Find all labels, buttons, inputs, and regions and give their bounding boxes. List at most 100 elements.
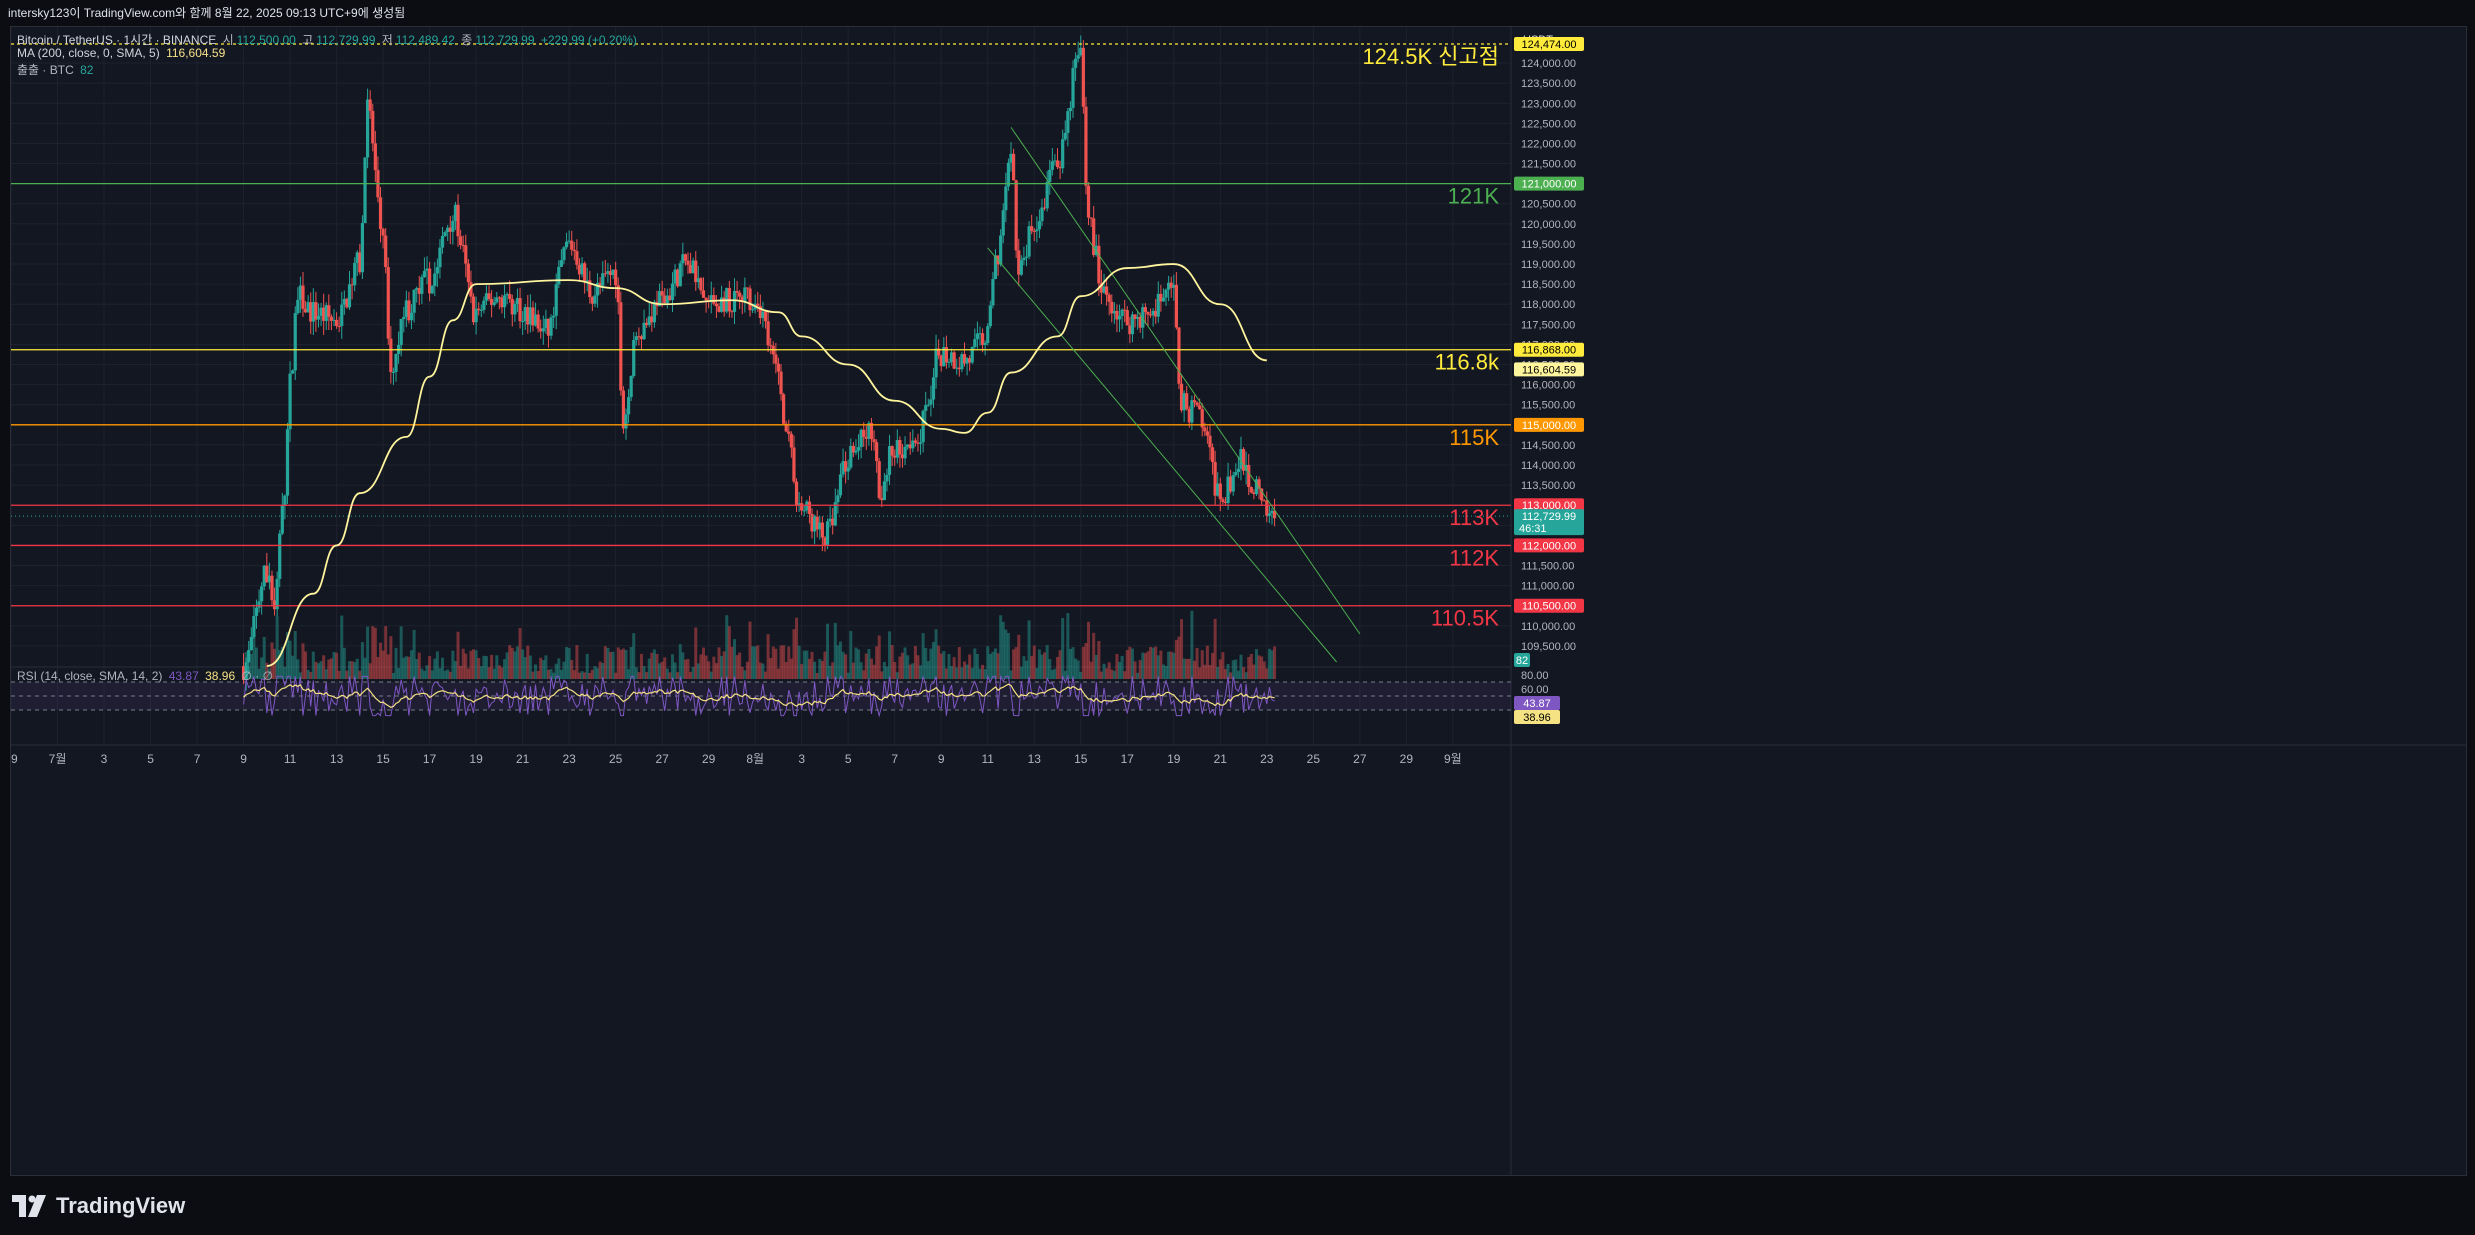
candle-body (854, 450, 858, 453)
time-tick: 29 (11, 752, 18, 766)
volume-bar (539, 657, 543, 679)
level-tag-text: 124,474.00 (1521, 39, 1576, 51)
candle-body (373, 143, 377, 171)
volume-bar (727, 626, 731, 679)
candle-body (601, 273, 605, 286)
candle-body (875, 442, 879, 462)
candle-body (241, 666, 246, 681)
tradingview-logo[interactable]: TradingView (12, 1190, 185, 1222)
rsi-value-tag-text: 43.87 (1523, 698, 1551, 710)
volume-bar (376, 657, 380, 679)
candle-body (722, 297, 726, 312)
volume-bar (417, 652, 421, 679)
volume-bar (1257, 655, 1261, 679)
candle-body (399, 319, 403, 345)
volume-bar (262, 636, 266, 679)
volume-bar (254, 647, 258, 679)
candle-body (446, 227, 450, 233)
candle-body (756, 303, 760, 307)
candle-body (823, 537, 827, 546)
price-tick: 122,500.00 (1521, 118, 1576, 130)
volume-bar (867, 648, 871, 679)
candle-body (1267, 513, 1271, 516)
volume-bar (720, 655, 724, 679)
volume-bar (391, 672, 395, 679)
candle-body (1117, 315, 1122, 320)
volume-bar (252, 621, 256, 679)
volume-bar (1019, 666, 1023, 679)
legend-open: 112,500.00 (236, 33, 296, 47)
candle-body (999, 235, 1003, 265)
volume-bar (880, 671, 884, 679)
candle-body (906, 444, 910, 447)
volume-bar (725, 615, 729, 679)
time-tick: 9 (240, 752, 247, 766)
candle-body (319, 307, 323, 316)
time-tick: 17 (1121, 752, 1135, 766)
volume-bar (981, 664, 985, 679)
candle-body (993, 255, 998, 280)
candle-body (1042, 207, 1047, 209)
candle-body (347, 284, 352, 308)
volume-bar (534, 664, 538, 679)
volume-bar (647, 658, 651, 679)
volume-bar (745, 661, 749, 679)
volume-bar (1180, 619, 1184, 679)
candle-body (1182, 393, 1186, 411)
candle-body (634, 336, 638, 341)
volume-bar (477, 657, 481, 679)
candle-body (738, 292, 742, 297)
candle-body (782, 394, 786, 424)
volume-bar (1195, 648, 1199, 679)
candle-body (1120, 309, 1124, 316)
price-chart[interactable]: 124.5K 신고점 121K 116.8k 115K 113K 112K 110.5K 1… (11, 27, 2466, 1175)
rsi-tick: 80.00 (1521, 670, 1549, 682)
rsi-lines (243, 674, 1275, 718)
volume-bar (960, 667, 964, 679)
candle-body (1226, 476, 1230, 504)
candle-body (603, 273, 607, 275)
candle-body (404, 300, 408, 317)
volume-bar (844, 654, 848, 679)
candle-body (1236, 468, 1240, 473)
candle-body (1027, 226, 1031, 257)
candle-body (774, 354, 778, 364)
candle-body (838, 474, 843, 496)
volume-bar (911, 663, 915, 679)
candle-body (815, 516, 819, 530)
volume-bar (1006, 633, 1010, 679)
candle-body (792, 447, 796, 482)
volume-bar (970, 667, 974, 679)
volume-bar (766, 634, 770, 679)
volume-bar (420, 668, 424, 679)
volume-bar (849, 630, 853, 679)
volume-bar (944, 668, 948, 679)
candle-body (409, 312, 414, 321)
volume-bar (469, 650, 473, 679)
time-tick: 13 (330, 752, 344, 766)
candle-body (1177, 327, 1181, 384)
time-tick: 8월 (746, 752, 764, 766)
candle-body (461, 245, 465, 247)
candle-body (1110, 301, 1114, 314)
volume-bar (353, 662, 357, 679)
volume-bar (988, 653, 992, 679)
candle-body (877, 461, 881, 499)
candle-body (880, 498, 884, 501)
candle-body (1223, 501, 1228, 504)
candle-body (797, 503, 801, 505)
volume-bar (1084, 643, 1088, 679)
volume-bar (350, 661, 354, 679)
volume-bar (650, 652, 654, 679)
level-tag (1514, 417, 1584, 432)
candle-body (1037, 221, 1042, 230)
candle-body (924, 405, 928, 411)
volume-bar (606, 647, 610, 679)
volume-bar (800, 664, 804, 679)
candle-body (787, 431, 791, 434)
volume-bar (324, 669, 328, 679)
volume-tag-text: 82 (1516, 655, 1528, 667)
chart-frame[interactable]: 124.5K 신고점 121K 116.8k 115K 113K 112K 110.5K 1… (10, 26, 2467, 1176)
time-tick: 27 (655, 752, 669, 766)
volume-bar (996, 653, 1000, 679)
